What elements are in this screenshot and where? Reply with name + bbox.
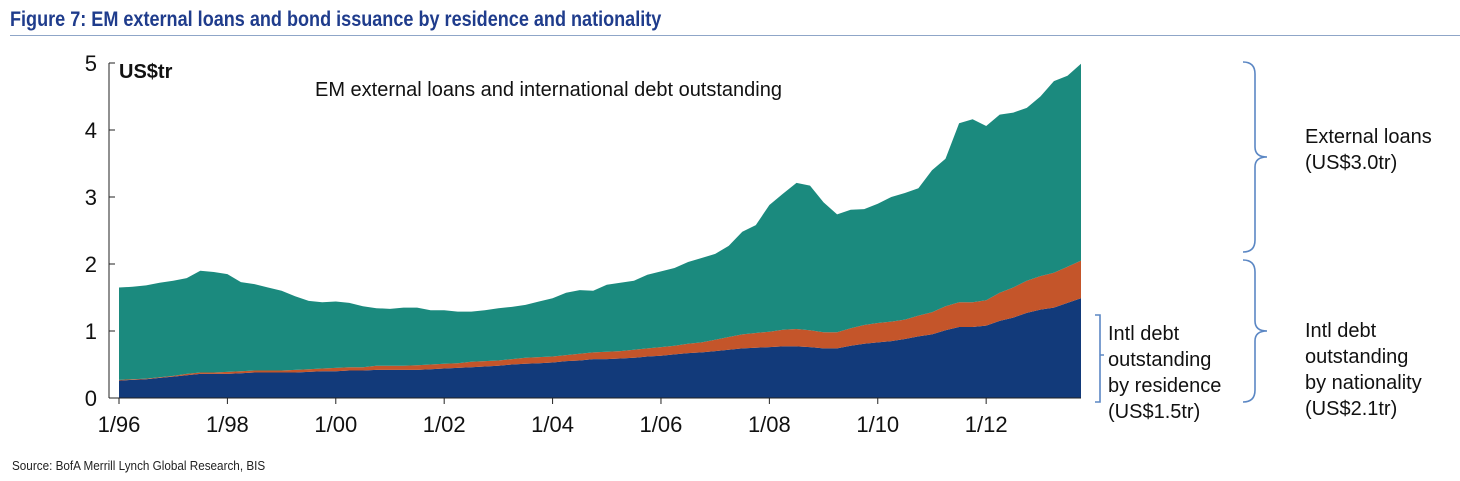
annotation-external-loans: External loans (US$3.0tr): [1305, 126, 1432, 174]
x-tick-label: 1/98: [206, 412, 249, 437]
title-rule: [10, 35, 1460, 36]
y-tick-label: 5: [85, 51, 97, 76]
y-ticks: 0 1 2 3 4 5: [85, 51, 115, 411]
annotation-intl-debt-nationality: Intl debt outstanding by nationality (US$2.…: [1305, 320, 1422, 420]
annotation-line: outstanding: [1305, 346, 1408, 368]
bracket-intl-debt-residence: [1095, 314, 1104, 403]
area-external-loans: [119, 63, 1081, 380]
annotation-line: outstanding: [1108, 349, 1211, 371]
x-tick-label: 1/00: [314, 412, 357, 437]
source-note: Source: BofA Merrill Lynch Global Resear…: [12, 458, 266, 473]
annotation-intl-debt-residence: Intl debt outstanding by residence (US$1.5t…: [1108, 323, 1221, 423]
y-tick-label: 3: [85, 185, 97, 210]
x-tick-label: 1/10: [856, 412, 899, 437]
unit-label: US$tr: [119, 61, 173, 83]
x-tick-label: 1/06: [640, 412, 683, 437]
annotation-line: (US$2.1tr): [1305, 398, 1397, 420]
brackets: [1095, 61, 1268, 403]
annotation-line: by nationality: [1305, 372, 1422, 394]
annotation-line: Intl debt: [1108, 323, 1180, 345]
y-tick-label: 1: [85, 319, 97, 344]
y-tick-label: 4: [85, 118, 97, 143]
annotation-line: External loans: [1305, 126, 1432, 148]
area-series-group: [119, 63, 1081, 398]
figure-title: Figure 7: EM external loans and bond iss…: [10, 8, 662, 31]
x-tick-label: 1/02: [423, 412, 466, 437]
x-tick-label: 1/08: [748, 412, 791, 437]
annotation-line: Intl debt: [1305, 320, 1377, 342]
chart-title: EM external loans and international debt…: [315, 79, 782, 101]
x-tick-label: 1/12: [965, 412, 1008, 437]
annotation-line: (US$1.5tr): [1108, 401, 1200, 423]
bracket-intl-debt-nationality: [1242, 259, 1268, 403]
y-tick-label: 2: [85, 252, 97, 277]
x-tick-label: 1/96: [98, 412, 141, 437]
y-tick-label: 0: [85, 386, 97, 411]
area-intl-debt-outstanding-by-nationality: [119, 260, 1081, 381]
annotation-line: (US$3.0tr): [1305, 152, 1397, 174]
area-intl-debt-outstanding-by-residence: [119, 298, 1081, 398]
annotation-line: by residence: [1108, 375, 1221, 397]
x-ticks: 1/96 1/98 1/00 1/02 1/04 1/06 1/08 1/10 1/12: [98, 398, 1008, 437]
x-tick-label: 1/04: [531, 412, 574, 437]
bracket-external-loans: [1242, 61, 1268, 253]
annotations: External loans (US$3.0tr) Intl debt outstan…: [1108, 126, 1432, 423]
axes: [108, 63, 1081, 399]
